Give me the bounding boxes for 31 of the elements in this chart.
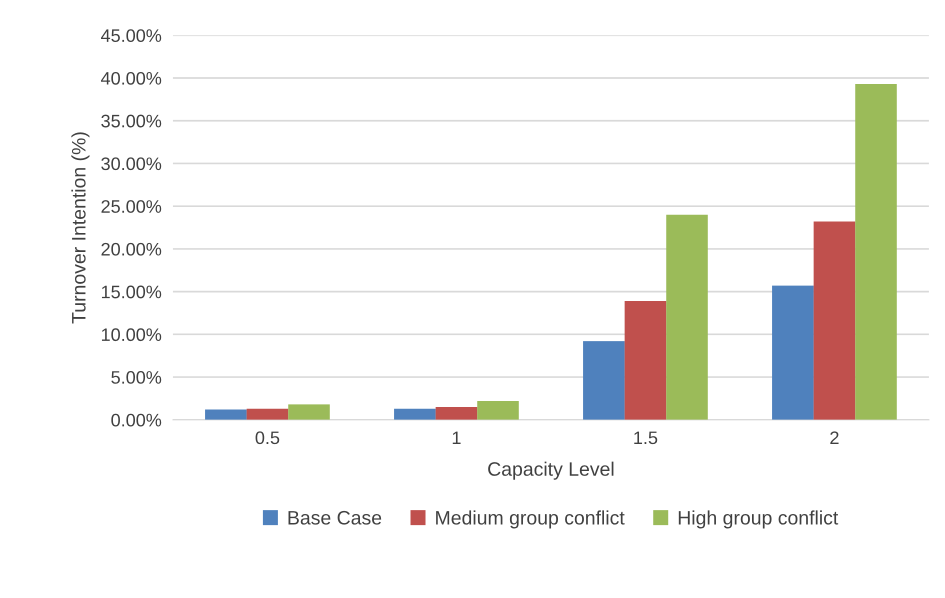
bar (477, 401, 519, 420)
bar (246, 408, 288, 420)
x-axis-title: Capacity Level (488, 462, 614, 480)
bar (583, 341, 625, 420)
x-tick-label: 2 (830, 431, 839, 444)
bar (394, 408, 436, 420)
y-tick-label: 0.00% (111, 414, 162, 427)
bar (772, 286, 814, 420)
y-tick-label: 30.00% (101, 157, 162, 170)
y-axis-title: Turnover Intention (%) (71, 132, 90, 324)
bar (205, 410, 247, 420)
y-tick-label: 35.00% (101, 114, 162, 128)
y-tick-label: 25.00% (102, 200, 162, 213)
bar (855, 84, 897, 420)
y-tick-label: 20.00% (102, 242, 162, 256)
y-tick-label: 10.00% (102, 328, 162, 342)
bar (814, 222, 856, 420)
legend-label: Medium group conflict (436, 510, 625, 528)
bar (624, 301, 666, 420)
x-tick-label: 0.5 (256, 431, 280, 444)
bar (666, 214, 708, 420)
bar (288, 404, 330, 420)
legend-label: Base Case (288, 510, 382, 525)
bar (436, 406, 478, 420)
x-tick-label: 1.5 (634, 432, 658, 444)
y-tick-label: 45.00% (101, 29, 162, 42)
y-tick-label: 5.00% (111, 371, 162, 384)
y-tick-label: 40.00% (101, 72, 162, 85)
y-tick-label: 15.00% (102, 286, 162, 298)
legend-label: High group conflict (678, 510, 838, 528)
x-tick-label: 1 (452, 432, 461, 444)
